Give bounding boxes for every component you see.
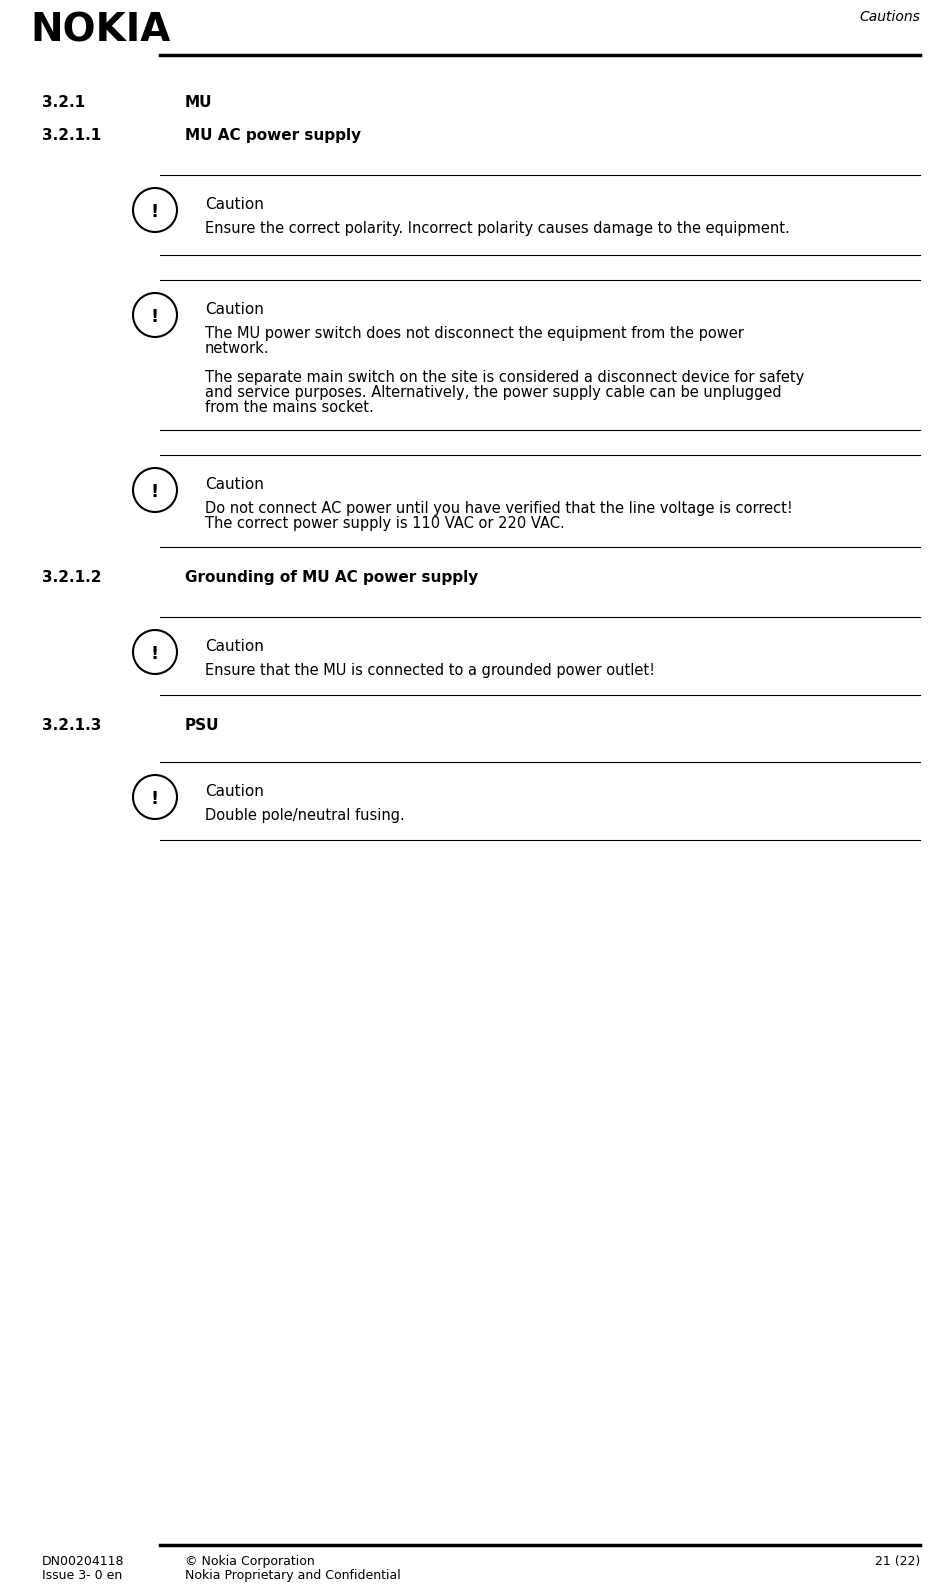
Text: DN00204118: DN00204118 <box>42 1555 125 1567</box>
Text: Grounding of MU AC power supply: Grounding of MU AC power supply <box>185 570 479 586</box>
Text: NOKIA: NOKIA <box>30 13 170 49</box>
Text: Caution: Caution <box>205 638 264 654</box>
Text: MU AC power supply: MU AC power supply <box>185 128 362 144</box>
Text: Caution: Caution <box>205 302 264 318</box>
Text: Double pole/neutral fusing.: Double pole/neutral fusing. <box>205 808 405 824</box>
Text: Issue 3- 0 en: Issue 3- 0 en <box>42 1569 123 1582</box>
Text: from the mains socket.: from the mains socket. <box>205 401 374 415</box>
Text: Caution: Caution <box>205 784 264 800</box>
Text: 3.2.1.1: 3.2.1.1 <box>42 128 101 144</box>
Text: Nokia Proprietary and Confidential: Nokia Proprietary and Confidential <box>185 1569 401 1582</box>
Text: Caution: Caution <box>205 477 264 492</box>
Text: Ensure that the MU is connected to a grounded power outlet!: Ensure that the MU is connected to a gro… <box>205 662 655 678</box>
Text: !: ! <box>151 308 159 326</box>
Text: PSU: PSU <box>185 718 220 733</box>
Text: !: ! <box>151 203 159 220</box>
Text: !: ! <box>151 790 159 808</box>
Text: The MU power switch does not disconnect the equipment from the power: The MU power switch does not disconnect … <box>205 326 744 342</box>
Text: Cautions: Cautions <box>859 10 920 24</box>
Text: network.: network. <box>205 342 269 356</box>
Text: !: ! <box>151 645 159 662</box>
Text: Ensure the correct polarity. Incorrect polarity causes damage to the equipment.: Ensure the correct polarity. Incorrect p… <box>205 220 790 236</box>
Text: © Nokia Corporation: © Nokia Corporation <box>185 1555 314 1567</box>
Text: MU: MU <box>185 96 212 110</box>
Text: 3.2.1.2: 3.2.1.2 <box>42 570 102 586</box>
Text: Caution: Caution <box>205 196 264 212</box>
Text: 3.2.1: 3.2.1 <box>42 96 85 110</box>
Text: 3.2.1.3: 3.2.1.3 <box>42 718 101 733</box>
Text: The separate main switch on the site is considered a disconnect device for safet: The separate main switch on the site is … <box>205 370 804 385</box>
Text: 21 (22): 21 (22) <box>875 1555 920 1567</box>
Text: Do not connect AC power until you have verified that the line voltage is correct: Do not connect AC power until you have v… <box>205 501 793 516</box>
Text: and service purposes. Alternatively, the power supply cable can be unplugged: and service purposes. Alternatively, the… <box>205 385 782 401</box>
Text: !: ! <box>151 484 159 501</box>
Text: The correct power supply is 110 VAC or 220 VAC.: The correct power supply is 110 VAC or 2… <box>205 516 565 531</box>
